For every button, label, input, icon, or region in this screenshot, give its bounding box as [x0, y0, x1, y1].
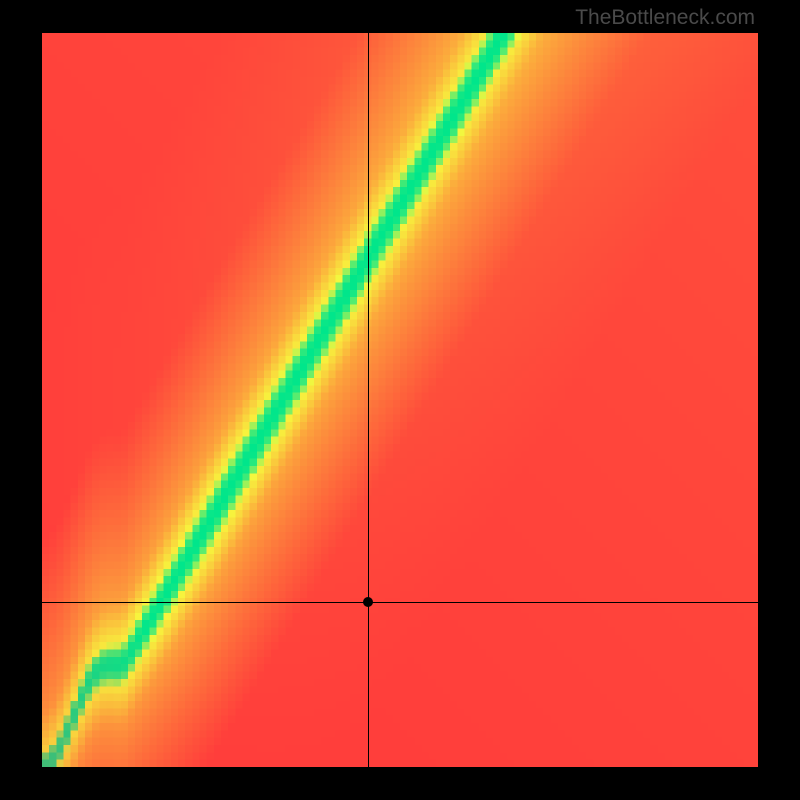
crosshair-vertical — [368, 33, 369, 767]
chart-container: TheBottleneck.com — [0, 0, 800, 800]
selection-marker — [363, 597, 373, 607]
crosshair-horizontal — [42, 602, 758, 603]
watermark-text: TheBottleneck.com — [575, 6, 755, 30]
plot-area — [42, 33, 758, 767]
heatmap-canvas — [42, 33, 758, 767]
